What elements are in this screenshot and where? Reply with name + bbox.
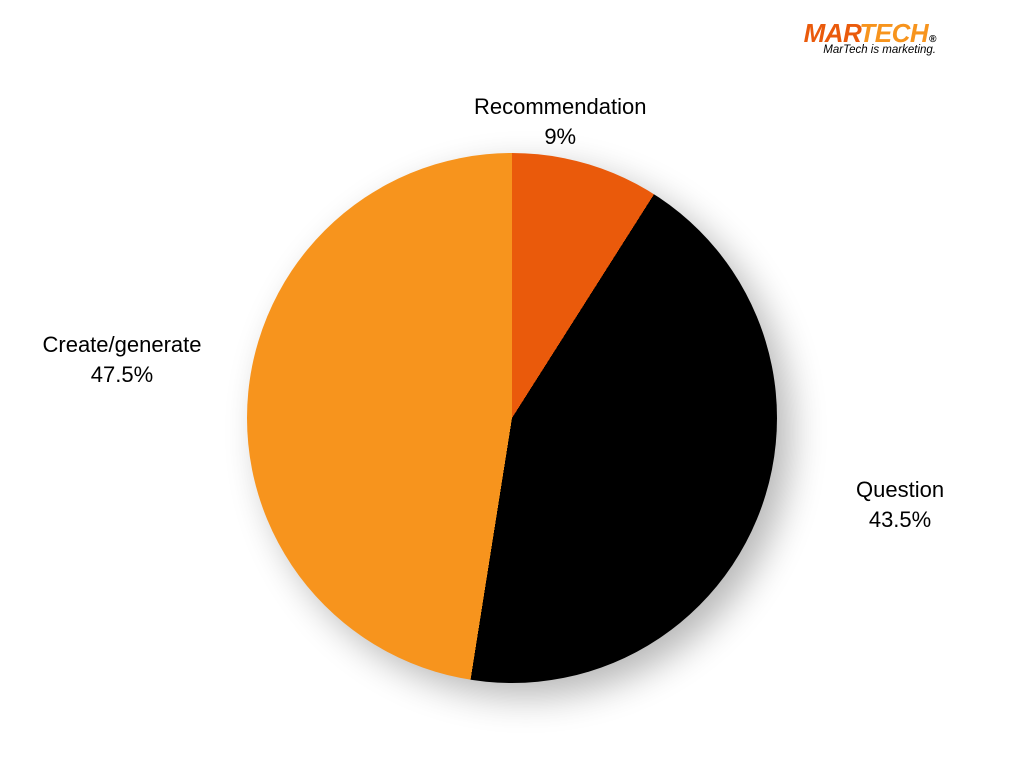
slice-label-create-generate: Create/generate47.5% — [43, 330, 202, 389]
slice-label-name: Question — [856, 475, 944, 505]
slice-label-value: 9% — [474, 122, 646, 152]
slice-label-question: Question43.5% — [856, 475, 944, 534]
slice-label-recommendation: Recommendation9% — [474, 92, 646, 151]
pie-chart: Recommendation9% Question43.5% Create/gene… — [0, 0, 1024, 768]
slice-label-name: Recommendation — [474, 92, 646, 122]
slice-label-value: 47.5% — [43, 360, 202, 390]
slice-label-value: 43.5% — [856, 505, 944, 535]
slice-label-name: Create/generate — [43, 330, 202, 360]
pie-disc — [247, 153, 777, 683]
